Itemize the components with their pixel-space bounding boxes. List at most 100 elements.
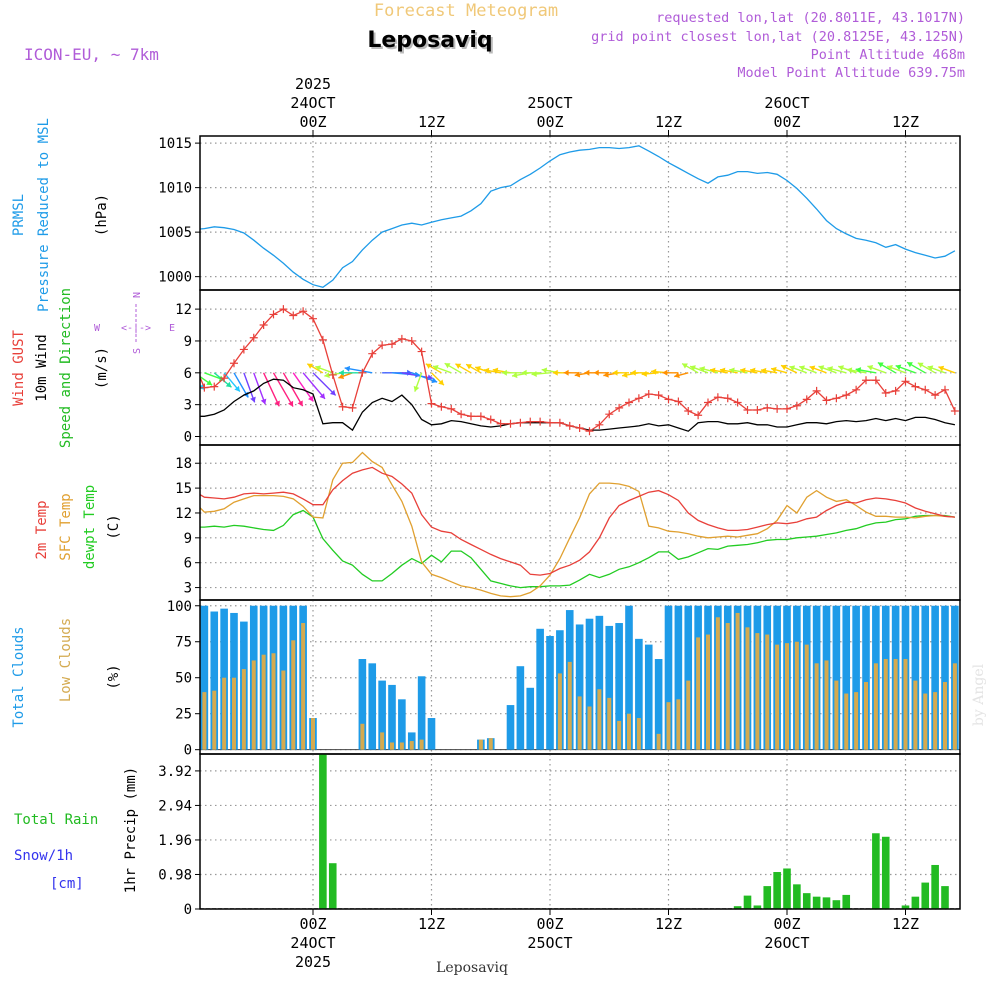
compass-w: W (94, 323, 101, 334)
wind-arrow-head (483, 367, 490, 374)
temperature-panel: 3 6 9 12 15 18 (175, 444, 961, 601)
bottom-time-label: 12Z (418, 915, 445, 933)
gust-marker (289, 311, 298, 320)
top-time-label: 00Z (773, 113, 800, 131)
total-cloud-bar (506, 705, 515, 750)
low-cloud-bar (607, 697, 612, 750)
low-cloud-bar (854, 692, 859, 750)
top-time-label: 12Z (892, 113, 919, 131)
gust-marker (852, 385, 861, 394)
panel-frame (199, 753, 961, 910)
wind-arrow-head (307, 395, 314, 402)
gust-marker (467, 412, 475, 421)
rain-bar (763, 886, 772, 909)
gust-marker (348, 403, 357, 412)
gust-marker (546, 418, 554, 427)
wind-arrow-head (938, 365, 945, 372)
gust-marker (496, 419, 505, 428)
gust-marker (891, 386, 900, 395)
low-cloud-bar (271, 653, 276, 750)
clouds-tick-label: 50 (175, 671, 192, 687)
temp-tick-label: 9 (184, 531, 192, 547)
wind-arrow-head (781, 364, 787, 371)
gust-marker (427, 399, 436, 408)
wind-arrow-head (682, 363, 688, 369)
gust-marker (792, 401, 801, 410)
wind-arrow-head (466, 364, 472, 370)
gust-marker (378, 341, 387, 350)
gust-marker (674, 397, 683, 406)
forecast-subtitle: Forecast Meteogram (374, 1, 558, 21)
total-cloud-bar (358, 659, 367, 750)
total-cloud-bar (368, 663, 377, 750)
total-cloud-bar (398, 699, 406, 750)
bottom-time-label: 25OCT (527, 934, 572, 952)
wind-arrow-head (855, 367, 862, 374)
wind-arrow-head (818, 365, 825, 371)
gust-marker (605, 410, 614, 419)
wind-dir-label: Speed and Direction (58, 288, 74, 448)
low-cloud-bar (627, 713, 631, 750)
wind-arrow (165, 373, 182, 398)
point-altitude: Point Altitude 468m (811, 47, 965, 63)
total-cloud-bar (911, 605, 920, 750)
wind-arrow-head (729, 367, 735, 374)
plot-area (165, 305, 959, 436)
wind-arrow-head (827, 366, 834, 372)
rain-bar (941, 886, 949, 909)
temp-dew-label: dewpt Temp (82, 485, 98, 569)
gust-marker (822, 396, 831, 405)
low-cloud-bar (212, 690, 217, 750)
wind-arrow-head (338, 369, 344, 376)
low-cloud-bar (903, 659, 908, 750)
temp-unit: (C) (106, 514, 122, 539)
temp-tick-label: 15 (175, 481, 192, 497)
gust-marker (763, 403, 772, 412)
total-cloud-bar (536, 628, 544, 750)
total-cloud-bar (200, 605, 209, 750)
footer-location: Leposaviq (436, 960, 508, 976)
low-cloud-bar (735, 612, 740, 750)
wind-arrow-head (501, 369, 507, 376)
plot-area (200, 451, 956, 598)
gust-marker (783, 404, 791, 413)
rain-bar (319, 754, 327, 909)
low-cloud-bar (380, 732, 385, 750)
wind-arrow-head (563, 369, 569, 376)
pressure-unit: (hPa) (94, 194, 110, 236)
total-cloud-bar (684, 605, 693, 750)
gust-marker (299, 307, 308, 316)
wind-arrow-head (250, 396, 256, 403)
wind-arrow (312, 372, 337, 396)
wind-arrow-head (521, 369, 527, 376)
top-time-label: 2025 (295, 75, 331, 93)
model-altitude: Model Point Altitude 639.75m (737, 65, 965, 81)
low-cloud-bar (291, 640, 296, 750)
total-cloud-bar (862, 605, 870, 750)
rain-bar (783, 868, 791, 909)
gust-marker (171, 339, 179, 347)
low-cloud-bar (943, 682, 947, 750)
wind-arrow-head (750, 367, 756, 374)
rain-bar (842, 894, 851, 909)
gust-marker (368, 349, 377, 358)
wind-arrow-head (177, 392, 182, 398)
low-cloud-bar (686, 680, 691, 750)
gust-marker (259, 321, 268, 330)
wind-arrow-head (329, 389, 336, 396)
total-cloud-bar (546, 635, 554, 750)
gust-marker (634, 394, 643, 403)
rain-bar (872, 833, 880, 909)
gust-marker (437, 402, 446, 411)
gust-marker (476, 412, 485, 421)
top-time-label: 12Z (655, 113, 682, 131)
rain-bar (743, 895, 752, 909)
low-cloud-bar (617, 720, 622, 750)
temp-tick-label: 18 (175, 456, 192, 472)
wind-arrow-head (674, 372, 680, 379)
wind-arrow-head (895, 364, 902, 371)
low-cloud-bar (676, 699, 681, 750)
